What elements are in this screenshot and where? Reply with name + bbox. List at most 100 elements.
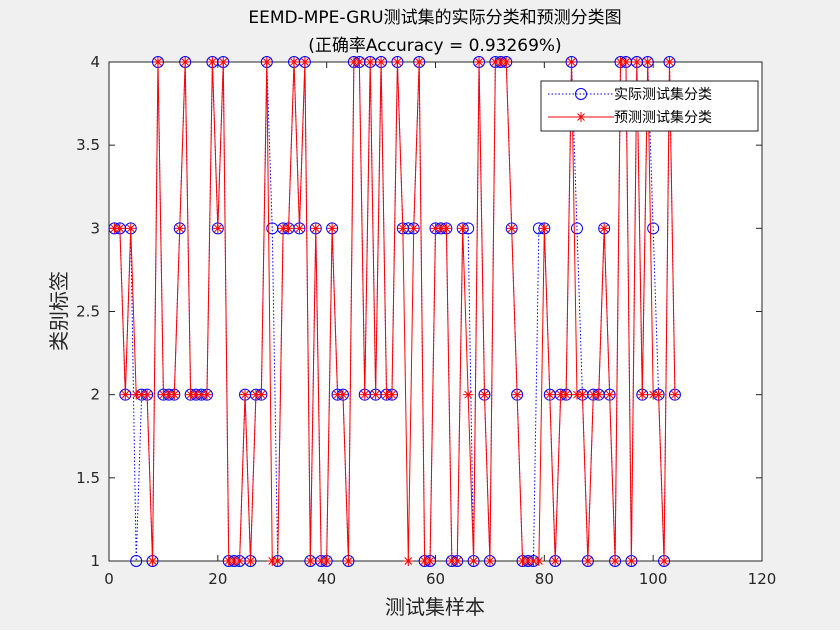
point-pred [218, 57, 229, 67]
point-pred [207, 57, 218, 67]
point-pred [490, 57, 501, 67]
point-pred [196, 389, 207, 400]
point-pred [310, 223, 321, 234]
legend-marker-pred [576, 112, 586, 122]
point-pred [370, 389, 381, 400]
point-pred [180, 57, 191, 67]
point-pred [174, 223, 185, 234]
point-pred [506, 223, 517, 234]
point-pred [669, 389, 680, 400]
point-pred [294, 223, 305, 234]
y-tick-label: 2.5 [76, 303, 100, 321]
legend-label-actual: 实际测试集分类 [614, 86, 712, 103]
point-pred [321, 556, 332, 566]
point-pred [376, 57, 387, 67]
point-pred [463, 389, 474, 400]
point-pred [272, 556, 283, 566]
y-axis-label: 类别标签 [47, 271, 71, 351]
point-pred [550, 556, 561, 566]
point-pred [365, 57, 376, 67]
point-pred [604, 389, 615, 400]
point-pred [642, 57, 653, 67]
legend-marker-actual [575, 88, 587, 100]
point-pred [152, 57, 163, 67]
point-pred [397, 223, 408, 234]
point-pred [626, 556, 637, 566]
point-pred [561, 389, 572, 400]
point-pred [414, 57, 425, 67]
x-tick-label: 0 [104, 570, 114, 588]
point-pred [386, 389, 397, 400]
point-pred [501, 57, 512, 67]
point-pred [425, 556, 436, 566]
point-pred [452, 556, 463, 566]
point-pred [125, 223, 136, 234]
y-tick-label: 4 [90, 53, 100, 71]
point-pred [599, 223, 610, 234]
point-pred [468, 556, 479, 566]
point-pred [403, 556, 414, 566]
point-pred [539, 223, 550, 234]
point-pred [620, 57, 631, 67]
legend-label-pred: 预测测试集分类 [614, 109, 712, 126]
point-pred [593, 389, 604, 400]
point-pred [474, 57, 485, 67]
point-pred [212, 223, 223, 234]
point-pred [659, 556, 670, 566]
point-pred [201, 389, 212, 400]
point-pred [441, 223, 452, 234]
point-pred [430, 223, 441, 234]
legend-box [540, 80, 759, 132]
point-pred [305, 556, 316, 566]
point-pred [250, 389, 261, 400]
x-tick-label: 120 [748, 570, 777, 588]
point-pred [142, 389, 153, 400]
y-tick-label: 1.5 [76, 469, 100, 487]
point-pred [343, 556, 354, 566]
legend: 实际测试集分类 预测测试集分类 [540, 80, 759, 132]
plot-area [108, 61, 763, 562]
point-pred [289, 57, 300, 67]
point-pred [610, 556, 621, 566]
point-pred [267, 556, 278, 566]
legend-asterisk [576, 112, 586, 122]
y-tick-label: 1 [90, 552, 100, 570]
x-tick-label: 60 [426, 570, 445, 588]
point-pred [631, 57, 642, 67]
point-pred [479, 389, 490, 400]
point-actual [130, 555, 143, 567]
point-pred [147, 556, 158, 566]
point-pred [354, 57, 365, 67]
point-pred [327, 223, 338, 234]
x-tick-label: 100 [639, 570, 668, 588]
point-pred [408, 223, 419, 234]
point-pred [120, 389, 131, 400]
point-pred [299, 57, 310, 67]
point-pred [337, 389, 348, 400]
point-pred [169, 389, 180, 400]
y-tick-label: 3 [90, 219, 100, 237]
point-pred [544, 389, 555, 400]
point-pred [648, 389, 659, 400]
point-pred [664, 57, 675, 67]
chart-title: EEMD-MPE-GRU测试集的实际分类和预测分类图 [248, 8, 621, 28]
point-actual [570, 222, 583, 235]
point-pred [457, 223, 468, 234]
x-axis-label: 测试集样本 [385, 595, 485, 619]
point-pred [582, 556, 593, 566]
point-pred [359, 389, 370, 400]
point-pred [392, 57, 403, 67]
point-actual [647, 222, 660, 235]
point-pred [283, 223, 294, 234]
point-pred [653, 389, 664, 400]
x-tick-label: 40 [317, 570, 336, 588]
y-tick-label: 3.5 [76, 136, 100, 154]
point-pred [245, 556, 256, 566]
point-pred [484, 556, 495, 566]
y-tick-label: 2 [90, 386, 100, 404]
point-pred [114, 223, 125, 234]
chart-subtitle: (正确率Accuracy = 0.93269%) [308, 36, 561, 56]
point-pred [240, 389, 251, 400]
